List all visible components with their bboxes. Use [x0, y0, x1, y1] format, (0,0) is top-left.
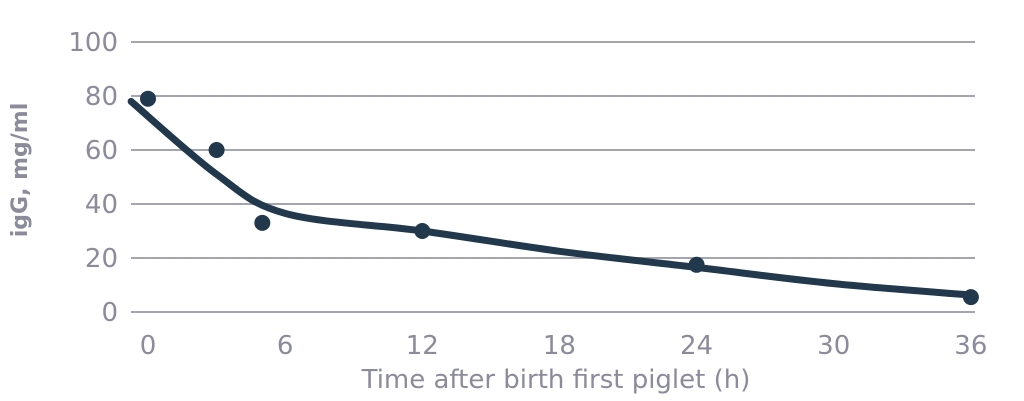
data-point-0h [140, 90, 156, 107]
data-points-group [140, 90, 979, 306]
x-tick-label-0: 0 [140, 331, 157, 361]
y-tick-label-100: 100 [68, 28, 118, 58]
y-tick-label-0: 0 [101, 298, 118, 328]
y-tick-label-80: 80 [85, 82, 118, 112]
data-point-24h [688, 256, 705, 273]
x-axis-tick-labels: 0 6 12 18 24 30 36 [140, 331, 988, 361]
x-tick-label-12: 12 [406, 331, 439, 361]
y-axis-tick-labels: 0 20 40 60 80 100 [68, 28, 118, 328]
data-point-3h [208, 142, 225, 158]
x-tick-label-36: 36 [954, 331, 987, 361]
y-tick-label-20: 20 [85, 244, 118, 274]
x-tick-label-30: 30 [817, 331, 850, 361]
data-point-5h [254, 214, 271, 231]
y-tick-label-40: 40 [85, 190, 118, 220]
y-axis-title: igG, mg/ml [8, 103, 33, 238]
x-tick-label-24: 24 [680, 331, 713, 361]
data-point-36h [962, 289, 979, 306]
gridlines-group [131, 41, 975, 313]
data-point-12h [414, 223, 431, 239]
x-axis-title: Time after birth first piglet (h) [361, 365, 751, 395]
trend-line [127, 97, 978, 299]
x-tick-label-6: 6 [277, 331, 294, 361]
x-tick-label-18: 18 [543, 331, 576, 361]
y-tick-label-60: 60 [85, 136, 118, 166]
